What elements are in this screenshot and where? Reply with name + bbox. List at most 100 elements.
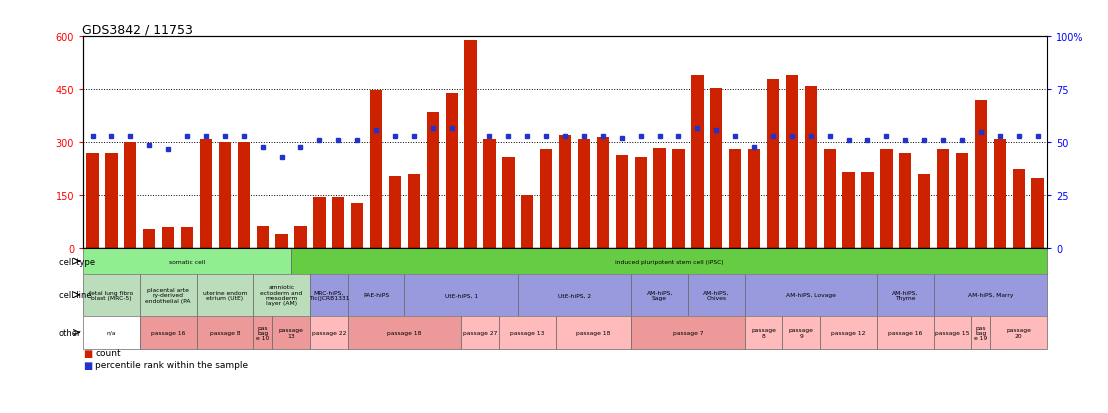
Bar <box>517 274 632 316</box>
Text: GSM520697: GSM520697 <box>468 255 473 295</box>
Bar <box>842 173 854 249</box>
Bar <box>499 316 555 349</box>
Bar <box>83 274 140 316</box>
Bar <box>291 249 1047 274</box>
Text: GSM520685: GSM520685 <box>978 255 984 296</box>
Text: GSM520715: GSM520715 <box>411 255 417 295</box>
Bar <box>691 76 704 249</box>
Bar <box>143 230 155 249</box>
Bar <box>786 76 798 249</box>
Bar <box>351 203 363 249</box>
Text: GSM520702: GSM520702 <box>618 255 625 296</box>
Text: percentile rank within the sample: percentile rank within the sample <box>95 360 248 369</box>
Bar <box>782 316 820 349</box>
Text: GSM520700: GSM520700 <box>581 255 587 296</box>
Text: count: count <box>95 349 121 358</box>
Bar <box>688 274 745 316</box>
Text: GSM520669: GSM520669 <box>336 255 341 295</box>
Text: GSM520678: GSM520678 <box>789 255 794 296</box>
Bar <box>218 143 230 249</box>
Bar <box>673 150 685 249</box>
Bar <box>597 138 609 249</box>
Text: GSM520681: GSM520681 <box>714 255 719 295</box>
Text: ■: ■ <box>83 360 92 370</box>
Bar <box>408 175 420 249</box>
Text: passage 15: passage 15 <box>935 330 970 335</box>
Text: GSM520676: GSM520676 <box>864 255 871 296</box>
Text: GSM520699: GSM520699 <box>562 255 568 295</box>
Text: passage 12: passage 12 <box>831 330 865 335</box>
Bar <box>502 157 514 249</box>
Bar <box>181 228 193 249</box>
Text: GSM520686: GSM520686 <box>883 255 890 296</box>
Bar <box>310 316 348 349</box>
Bar <box>937 150 950 249</box>
Bar <box>295 226 307 249</box>
Bar <box>162 228 174 249</box>
Bar <box>332 198 345 249</box>
Text: MRC-hiPS,
Tic(JCRB1331: MRC-hiPS, Tic(JCRB1331 <box>308 290 349 300</box>
Text: GSM520706: GSM520706 <box>1016 255 1022 296</box>
Text: GDS3842 / 11753: GDS3842 / 11753 <box>82 23 193 36</box>
Text: AM-hiPS, Lovage: AM-hiPS, Lovage <box>786 292 835 298</box>
Bar <box>370 91 382 249</box>
Text: induced pluripotent stem cell (iPSC): induced pluripotent stem cell (iPSC) <box>615 259 724 264</box>
Text: GSM520708: GSM520708 <box>997 255 1003 296</box>
Bar <box>105 154 117 249</box>
Bar <box>804 87 817 249</box>
Bar <box>876 316 934 349</box>
Text: GSM520679: GSM520679 <box>808 255 813 295</box>
Bar <box>745 274 876 316</box>
Bar <box>427 113 439 249</box>
Text: passage 7: passage 7 <box>673 330 704 335</box>
Text: GSM520670: GSM520670 <box>355 255 360 296</box>
Bar <box>767 80 779 249</box>
Text: GSM520711: GSM520711 <box>184 255 191 295</box>
Text: GSM520671: GSM520671 <box>657 255 663 295</box>
Text: GSM520688: GSM520688 <box>921 255 927 296</box>
Bar <box>124 143 136 249</box>
Text: GSM520707: GSM520707 <box>1035 255 1040 296</box>
Bar <box>880 150 893 249</box>
Bar <box>934 316 972 349</box>
Bar <box>729 150 741 249</box>
Text: somatic cell: somatic cell <box>168 259 205 264</box>
Bar <box>445 94 458 249</box>
Text: passage 13: passage 13 <box>510 330 544 335</box>
Bar <box>654 148 666 249</box>
Text: passage
9: passage 9 <box>789 328 813 338</box>
Bar <box>83 316 140 349</box>
Bar <box>578 140 591 249</box>
Text: passage 18: passage 18 <box>387 330 422 335</box>
Text: GSM520693: GSM520693 <box>222 255 228 295</box>
Bar <box>820 316 876 349</box>
Text: passage 18: passage 18 <box>576 330 611 335</box>
Text: AM-hiPS, Marry: AM-hiPS, Marry <box>967 292 1013 298</box>
Text: passage 8: passage 8 <box>209 330 240 335</box>
Text: pas
bag
e 10: pas bag e 10 <box>256 325 269 340</box>
Text: GSM520698: GSM520698 <box>543 255 550 295</box>
Text: GSM520712: GSM520712 <box>524 255 531 295</box>
Bar <box>310 274 348 316</box>
Text: GSM520710: GSM520710 <box>505 255 512 295</box>
Bar <box>632 316 745 349</box>
Bar <box>558 136 572 249</box>
Bar <box>237 143 250 249</box>
Text: fetal lung fibro
blast (MRC-5): fetal lung fibro blast (MRC-5) <box>90 290 134 300</box>
Text: passage
8: passage 8 <box>751 328 776 338</box>
Bar <box>140 316 196 349</box>
Text: GSM520673: GSM520673 <box>695 255 700 295</box>
Text: GSM520696: GSM520696 <box>449 255 454 295</box>
Text: GSM520677: GSM520677 <box>770 255 776 296</box>
Bar <box>919 175 931 249</box>
Text: cell type: cell type <box>59 257 94 266</box>
Text: GSM520704: GSM520704 <box>146 255 152 296</box>
Bar <box>273 316 310 349</box>
Text: GSM520703: GSM520703 <box>638 255 644 295</box>
Text: GSM520668: GSM520668 <box>317 255 322 296</box>
Bar <box>461 316 499 349</box>
Text: ■: ■ <box>83 348 92 358</box>
Text: passage 16: passage 16 <box>151 330 185 335</box>
Bar <box>745 316 782 349</box>
Bar <box>555 316 632 349</box>
